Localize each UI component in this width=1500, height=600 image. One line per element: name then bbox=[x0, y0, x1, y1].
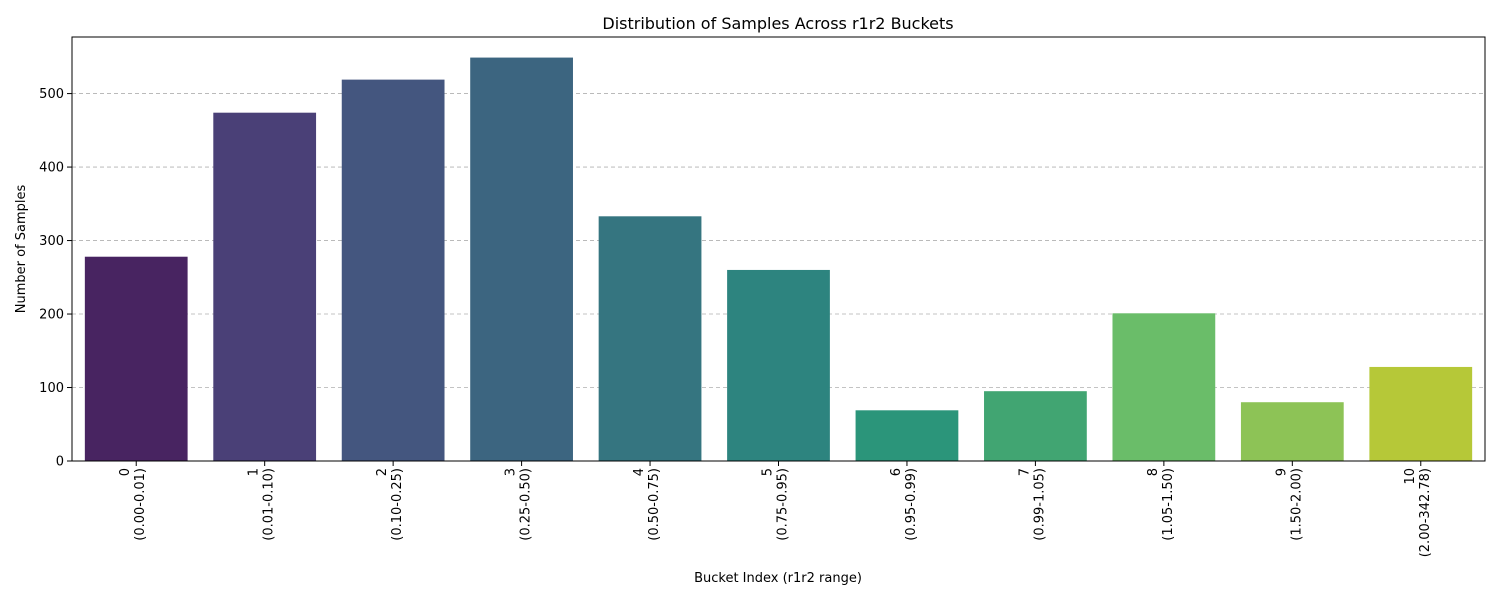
y-tick-label: 0 bbox=[56, 455, 64, 470]
y-axis-ticks: 0 100 200 300 400 500 bbox=[39, 87, 72, 470]
x-tick-index: 4 bbox=[632, 468, 647, 476]
x-tick-range: (0.50-0.75) bbox=[647, 468, 662, 541]
x-tick-label: 1 (0.01-0.10) bbox=[247, 468, 277, 541]
bar bbox=[984, 391, 1087, 461]
x-tick-range: (0.75-0.95) bbox=[776, 468, 791, 541]
x-tick-index: 6 bbox=[889, 468, 904, 476]
x-axis-ticks: 0 (0.00-0.01) 1 (0.01-0.10) 2 (0.10-0.25) 3 (0.… bbox=[118, 461, 1433, 557]
x-tick-label: 2 (0.10-0.25) bbox=[375, 468, 405, 541]
x-tick-index: 3 bbox=[504, 468, 519, 476]
y-gridlines bbox=[72, 93, 1485, 388]
x-tick-range: (0.00-0.01) bbox=[133, 468, 148, 541]
bar bbox=[1112, 313, 1216, 461]
x-tick-label: 6 (0.95-0.99) bbox=[889, 468, 919, 541]
x-tick-index: 8 bbox=[1146, 468, 1161, 476]
x-tick-index: 2 bbox=[375, 468, 390, 476]
x-tick-range: (0.99-1.05) bbox=[1032, 468, 1047, 541]
bar bbox=[727, 269, 830, 461]
x-tick-range: (2.00-342.78) bbox=[1418, 468, 1433, 557]
x-axis-label: Bucket Index (r1r2 range) bbox=[694, 571, 862, 586]
y-tick-label: 100 bbox=[39, 381, 64, 396]
y-tick-label: 300 bbox=[39, 234, 64, 249]
x-tick-range: (0.01-0.10) bbox=[262, 468, 277, 541]
bar bbox=[1369, 366, 1473, 461]
x-tick-range: (1.50-2.00) bbox=[1289, 468, 1304, 541]
y-tick-label: 400 bbox=[39, 161, 64, 176]
x-tick-label: 10 (2.00-342.78) bbox=[1403, 468, 1433, 557]
bar bbox=[341, 79, 445, 461]
bar bbox=[84, 256, 188, 461]
x-tick-label: 3 (0.25-0.50) bbox=[504, 468, 534, 541]
x-tick-range: (0.25-0.50) bbox=[519, 468, 534, 541]
x-tick-label: 7 (0.99-1.05) bbox=[1017, 468, 1047, 541]
y-axis-label: Number of Samples bbox=[14, 185, 29, 314]
bar bbox=[213, 112, 317, 461]
x-tick-label: 8 (1.05-1.50) bbox=[1146, 468, 1176, 541]
x-tick-range: (0.95-0.99) bbox=[904, 468, 919, 541]
x-tick-index: 5 bbox=[761, 468, 776, 476]
bar bbox=[855, 410, 959, 461]
x-tick-label: 4 (0.50-0.75) bbox=[632, 468, 662, 541]
x-tick-label: 9 (1.50-2.00) bbox=[1274, 468, 1304, 541]
y-tick-label: 200 bbox=[39, 308, 64, 323]
bar bbox=[598, 216, 702, 461]
x-tick-label: 0 (0.00-0.01) bbox=[118, 468, 148, 541]
x-tick-label: 5 (0.75-0.95) bbox=[761, 468, 791, 541]
x-tick-index: 0 bbox=[118, 468, 133, 476]
bar bbox=[470, 57, 573, 462]
x-tick-index: 10 bbox=[1403, 468, 1418, 485]
x-tick-range: (1.05-1.50) bbox=[1161, 468, 1176, 541]
x-tick-range: (0.10-0.25) bbox=[390, 468, 405, 541]
x-tick-index: 1 bbox=[247, 468, 262, 476]
bars-group bbox=[84, 57, 1473, 462]
bar bbox=[1240, 402, 1344, 461]
x-tick-index: 9 bbox=[1274, 468, 1289, 476]
chart-title: Distribution of Samples Across r1r2 Buck… bbox=[602, 14, 953, 33]
x-tick-index: 7 bbox=[1017, 468, 1032, 476]
y-tick-label: 500 bbox=[39, 87, 64, 102]
